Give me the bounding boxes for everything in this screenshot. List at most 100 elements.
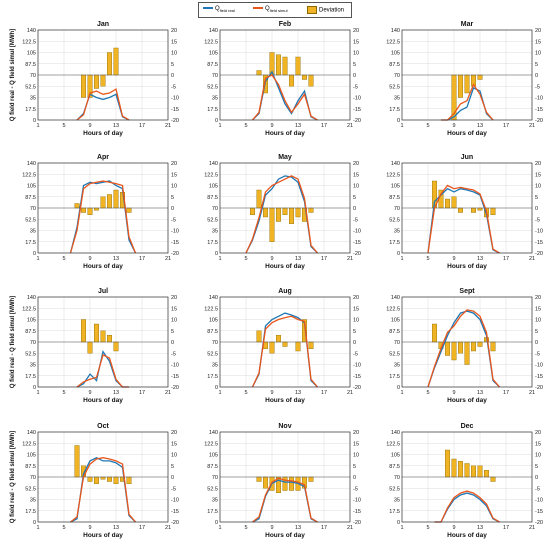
y2-tick-label: 20 (353, 28, 359, 34)
x-tick-label: 21 (347, 256, 353, 262)
y2-tick-label: 5 (171, 329, 174, 335)
y2-tick-label: -20 (353, 118, 361, 124)
y2-tick-label: -15 (535, 509, 543, 515)
x-tick-label: 13 (113, 123, 119, 129)
x-axis-label: Hours of day (447, 397, 487, 404)
y2-tick-label: 20 (353, 161, 359, 167)
x-tick-label: 5 (244, 123, 247, 129)
y-tick-label: 122.5 (386, 39, 400, 45)
deviation-bar (94, 323, 99, 343)
x-tick-label: 13 (295, 256, 301, 262)
y2-tick-label: 0 (353, 73, 356, 79)
x-tick-label: 1 (400, 525, 403, 531)
y2-tick-label: -5 (535, 486, 540, 492)
series-line-simul (434, 490, 500, 523)
x-tick-label: 21 (347, 390, 353, 396)
x-tick-label: 17 (139, 123, 145, 129)
y-tick-label: 0 (33, 251, 36, 257)
y-tick-label: 122.5 (22, 441, 36, 447)
y-tick-label: 35 (394, 96, 400, 102)
y2-tick-label: -5 (353, 486, 358, 492)
y2-tick-label: 0 (535, 73, 538, 79)
y2-tick-label: -10 (353, 96, 361, 102)
x-tick-label: 5 (426, 525, 429, 531)
y-tick-label: 0 (33, 520, 36, 526)
plot-frame (219, 431, 351, 523)
y2-tick-label: -20 (171, 520, 179, 526)
deviation-bar (289, 74, 294, 87)
x-tick-label: 5 (426, 390, 429, 396)
deviation-bar (458, 207, 463, 213)
y2-tick-label: -15 (535, 240, 543, 246)
x-tick-label: 1 (218, 123, 221, 129)
deviation-bar (81, 74, 86, 98)
legend-item-deviation: Deviation (307, 6, 344, 14)
x-tick-label: 17 (321, 123, 327, 129)
y2-tick-label: 10 (171, 453, 177, 459)
subplot-title: Dec (461, 423, 474, 430)
deviation-bar (263, 476, 268, 489)
y-tick-label: 70 (394, 340, 400, 346)
x-tick-label: 1 (36, 525, 39, 531)
y2-tick-label: 20 (535, 295, 541, 301)
y2-tick-label: 15 (171, 306, 177, 312)
y-tick-label: 52.5 (389, 217, 400, 223)
x-axis-label: Hours of day (83, 263, 123, 270)
x-tick-label: 21 (165, 390, 171, 396)
y2-tick-label: 15 (171, 39, 177, 45)
y-tick-label: 70 (394, 475, 400, 481)
x-axis-label: Hours of day (447, 263, 487, 270)
deviation-bar (282, 56, 288, 76)
y-tick-label: 140 (27, 161, 36, 167)
y-tick-label: 70 (394, 73, 400, 79)
y-tick-label: 105 (391, 184, 400, 190)
x-tick-label: 5 (244, 525, 247, 531)
x-tick-label: 1 (400, 123, 403, 129)
y-tick-label: 122.5 (22, 306, 36, 312)
y2-tick-label: 5 (171, 195, 174, 201)
y-tick-label: 122.5 (204, 306, 218, 312)
y-tick-label: 52.5 (207, 486, 218, 492)
y-tick-label: 17.5 (389, 240, 400, 246)
plot-frame (401, 29, 533, 121)
y2-tick-label: 20 (535, 430, 541, 436)
deviation-bar (464, 463, 470, 478)
deviation-bar (477, 341, 483, 347)
x-tick-label: 21 (165, 256, 171, 262)
x-tick-label: 5 (244, 390, 247, 396)
y2-tick-label: 10 (353, 453, 359, 459)
y2-tick-label: 0 (171, 73, 174, 79)
deviation-bar (113, 341, 119, 352)
y2-tick-label: 0 (171, 340, 174, 346)
deviation-bar (282, 476, 288, 491)
deviation-bar (458, 341, 463, 354)
y2-tick-label: -15 (535, 107, 543, 113)
y-axis-label-left: Q field real - Q field simul [MWh] (10, 296, 16, 388)
y-tick-label: 140 (209, 161, 218, 167)
deviation-bar (451, 458, 457, 478)
subplot-title: Jul (98, 288, 108, 295)
y-tick-label: 140 (209, 430, 218, 436)
plot-frame (219, 162, 351, 254)
deviation-bar (308, 207, 314, 213)
y-tick-label: 122.5 (386, 172, 400, 178)
deviation-bar (308, 341, 314, 349)
y2-tick-label: -5 (353, 351, 358, 357)
y-axis-label-left: Q field real - Q field simul [MWh] (10, 29, 16, 121)
plot-frame (37, 29, 169, 121)
y2-tick-label: 10 (535, 318, 541, 324)
series-line-simul (69, 180, 137, 254)
y2-tick-label: 15 (535, 172, 541, 178)
y2-tick-label: 10 (171, 184, 177, 190)
y-tick-label: 105 (391, 453, 400, 459)
y2-tick-label: -15 (171, 240, 179, 246)
y2-tick-label: 10 (171, 51, 177, 57)
y-tick-label: 122.5 (204, 39, 218, 45)
y-tick-label: 140 (391, 28, 400, 34)
deviation-bar (295, 207, 301, 218)
y-tick-label: 17.5 (25, 107, 36, 113)
deviation-bar (87, 476, 93, 482)
plot-frame (219, 29, 351, 121)
y2-tick-label: 15 (171, 441, 177, 447)
